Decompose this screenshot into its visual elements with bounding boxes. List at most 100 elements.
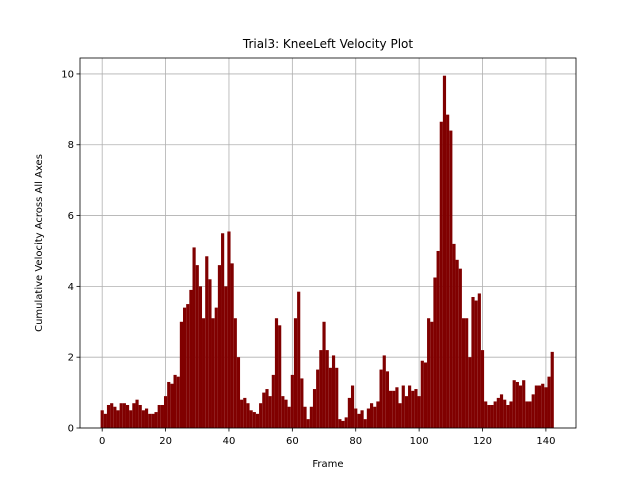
x-tick-label: 80 (349, 436, 362, 447)
bar (217, 265, 222, 428)
bar (208, 279, 212, 428)
bar (490, 404, 494, 428)
plot-frame (79, 57, 577, 429)
bar (544, 387, 548, 428)
y-tick-label: 10 (61, 69, 74, 80)
bar (398, 403, 402, 428)
bar (525, 401, 529, 428)
bar (138, 404, 142, 428)
bar (144, 408, 149, 428)
bar (439, 121, 443, 428)
bar (461, 318, 466, 428)
bar (411, 390, 415, 428)
bar (221, 233, 225, 428)
bar (369, 403, 374, 428)
bar (278, 325, 282, 428)
bar (341, 420, 345, 428)
bar (125, 404, 130, 428)
bar (515, 381, 519, 428)
bar (446, 114, 450, 428)
bar (265, 389, 269, 428)
bar (442, 75, 447, 429)
bar (430, 321, 434, 428)
bar (522, 380, 526, 428)
bar (493, 401, 497, 428)
bar (528, 401, 532, 428)
bar (404, 396, 409, 428)
bar (224, 286, 228, 428)
bar (176, 376, 180, 428)
bar (179, 321, 184, 428)
bar (268, 396, 272, 428)
x-tick-label: 0 (99, 436, 105, 447)
bar (113, 406, 117, 428)
bar (366, 408, 370, 428)
bar (246, 403, 250, 428)
x-tick-label: 100 (410, 436, 429, 447)
bar (376, 401, 380, 428)
bar (474, 300, 478, 428)
bar (255, 413, 260, 428)
bar (274, 318, 279, 428)
bar (484, 401, 488, 428)
bar (436, 250, 440, 428)
bar (227, 231, 231, 428)
bar (284, 399, 288, 428)
bar (252, 412, 256, 428)
bar (281, 396, 285, 428)
bar (249, 410, 253, 428)
bar (100, 410, 104, 428)
bar (129, 410, 133, 428)
bar (385, 371, 390, 428)
y-tick-label: 2 (68, 353, 74, 364)
bar (116, 410, 120, 428)
bar (382, 355, 386, 428)
bar (401, 385, 405, 428)
bar (173, 374, 177, 428)
bar (322, 321, 326, 428)
bar (198, 286, 203, 428)
bar (160, 404, 164, 428)
bar (458, 268, 462, 428)
bar (110, 403, 114, 428)
bar (331, 355, 336, 428)
bar (534, 385, 538, 428)
bar (300, 378, 304, 428)
bar (202, 318, 206, 428)
bar (287, 406, 291, 428)
bar (518, 385, 523, 428)
bar (154, 412, 158, 428)
x-tick-label: 40 (223, 436, 236, 447)
bar (328, 367, 332, 428)
bar (230, 263, 234, 428)
bar (509, 401, 513, 428)
bar (420, 360, 424, 428)
bar (427, 318, 431, 428)
bar (414, 389, 418, 428)
chart-title: Trial3: KneeLeft Velocity Plot (242, 37, 413, 51)
bar (148, 413, 152, 428)
bar (452, 243, 456, 428)
bar (163, 396, 168, 428)
bar (233, 318, 237, 428)
bar (373, 406, 377, 428)
y-tick-label: 4 (68, 282, 74, 293)
bar (335, 367, 339, 428)
bar (344, 417, 348, 428)
bar (236, 357, 241, 428)
bar (214, 307, 218, 428)
y-axis-label: Cumulative Velocity Across All Axes (34, 154, 45, 332)
bar (506, 404, 510, 428)
bar (395, 387, 399, 428)
bar (468, 357, 472, 428)
bar (408, 385, 412, 428)
bar (547, 376, 551, 428)
bar (192, 247, 196, 428)
bar (325, 350, 329, 428)
bar (157, 404, 161, 428)
bar (240, 399, 244, 428)
bar (455, 259, 459, 428)
bar (360, 410, 364, 428)
bar (379, 369, 383, 428)
bar (319, 350, 323, 428)
